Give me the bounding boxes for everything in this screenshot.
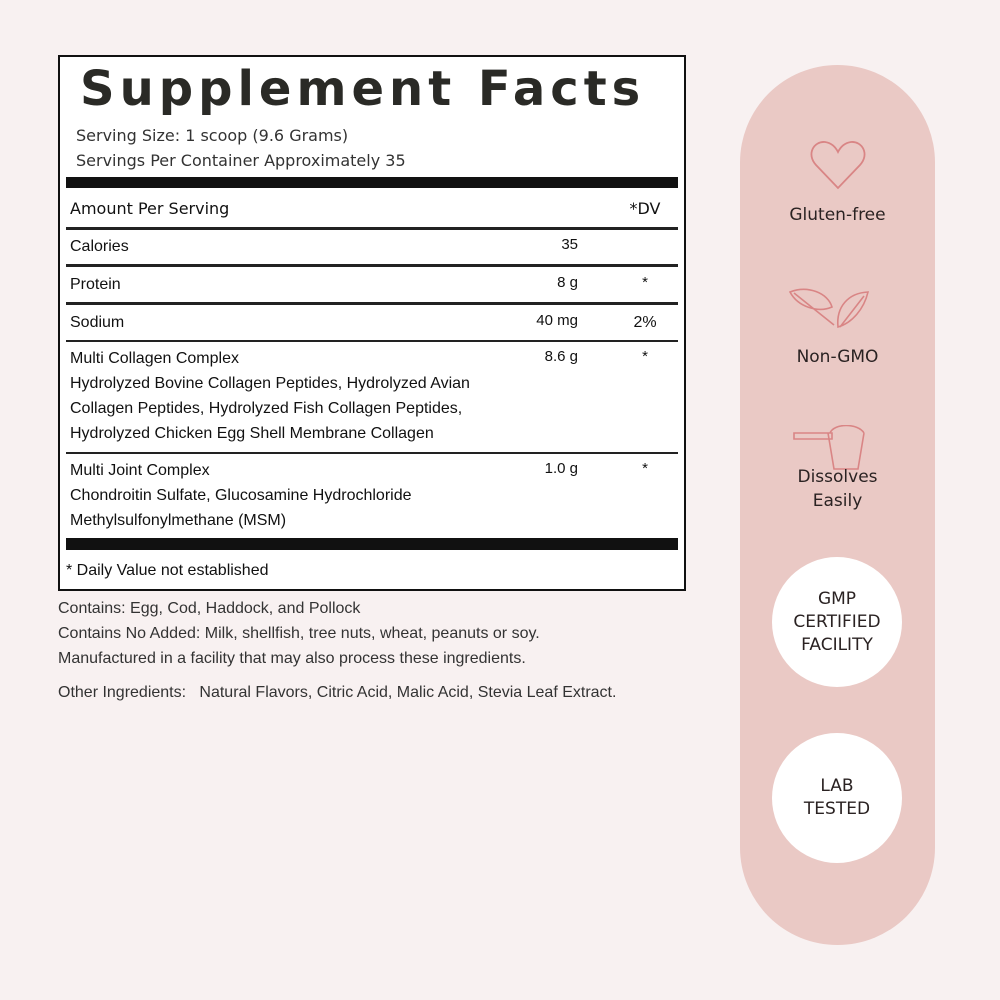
scoop-icon [793, 425, 865, 470]
amount: 35 [561, 236, 578, 253]
badge-text: GMP CERTIFIED FACILITY [793, 588, 881, 655]
row-multi-joint: Multi Joint Complex [70, 462, 210, 479]
ingredient-detail: Hydrolyzed Bovine Collagen Peptides, Hyd… [70, 375, 470, 392]
dv-header: *DV [629, 199, 661, 218]
amount: 8 g [557, 274, 578, 291]
badge-text: LAB TESTED [803, 776, 871, 819]
servings-per-container: Servings Per Container Approximately 35 [76, 151, 406, 170]
leaves-icon [788, 288, 870, 329]
divider [66, 340, 678, 342]
dv: * [642, 274, 648, 291]
amount: 8.6 g [544, 348, 578, 365]
row-multi-collagen: Multi Collagen Complex [70, 350, 239, 367]
dv: * [642, 348, 648, 365]
allergen-no-added: Contains No Added: Milk, shellfish, tree… [58, 625, 540, 642]
amount: 1.0 g [544, 460, 578, 477]
divider [66, 452, 678, 454]
heart-icon [810, 141, 866, 190]
badge-lab-tested: LAB TESTED [772, 733, 902, 863]
divider [66, 264, 678, 267]
ingredient-detail: Collagen Peptides, Hydrolyzed Fish Colla… [70, 400, 463, 417]
dv: * [642, 460, 648, 477]
divider [66, 177, 678, 188]
amount: 40 mg [536, 312, 578, 329]
row-protein: Protein [70, 276, 121, 293]
allergen-contains: Contains: Egg, Cod, Haddock, and Pollock [58, 600, 361, 617]
feature-gluten-free: Gluten-free [789, 205, 886, 225]
ingredient-detail: Chondroitin Sulfate, Glucosamine Hydroch… [70, 487, 412, 504]
feature-dissolves-easily: Dissolves Easily [797, 467, 878, 511]
dv: 2% [633, 314, 657, 331]
divider [66, 302, 678, 305]
row-calories: Calories [70, 238, 129, 255]
panel-title: Supplement Facts [80, 61, 646, 117]
facility-note: Manufactured in a facility that may also… [58, 650, 526, 667]
serving-size: Serving Size: 1 scoop (9.6 Grams) [76, 126, 349, 145]
supplement-facts-panel: Supplement Facts Serving Size: 1 scoop (… [58, 55, 686, 591]
amount-header: Amount Per Serving [70, 199, 230, 218]
ingredient-detail: Methylsulfonylmethane (MSM) [70, 512, 287, 529]
divider [66, 227, 678, 230]
footnote: * Daily Value not established [66, 562, 269, 579]
feature-non-gmo: Non-GMO [796, 347, 879, 367]
badge-gmp-certified: GMP CERTIFIED FACILITY [772, 557, 902, 687]
row-sodium: Sodium [70, 314, 125, 331]
divider [66, 538, 678, 550]
ingredient-detail: Hydrolyzed Chicken Egg Shell Membrane Co… [70, 425, 434, 442]
other-ingredients: Other Ingredients: Natural Flavors, Citr… [58, 684, 617, 701]
badge-pill: Gluten-free Non-GMO Dissolves Easily GMP… [740, 65, 935, 945]
